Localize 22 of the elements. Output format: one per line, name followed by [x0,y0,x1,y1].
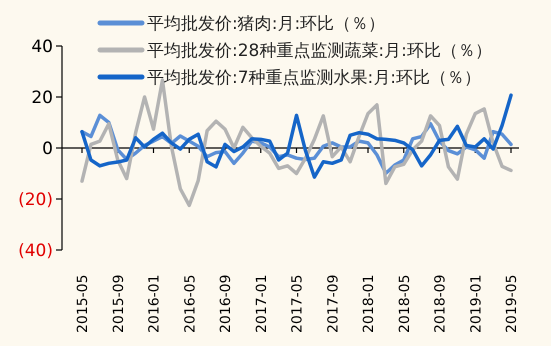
x-tick-label: 2017-09 [325,274,342,333]
x-tick-label: 2018-01 [361,274,377,333]
x-tick-label: 2016-09 [218,274,234,333]
y-tick-label: 20 [31,88,53,108]
y-tick-label: (20) [18,190,53,210]
x-tick-label: 2018-05 [396,274,413,333]
y-tick-label: 40 [31,37,53,57]
x-tick-label: 2017-01 [254,274,270,333]
x-tick-label: 2015-09 [110,274,127,333]
y-tick-label: (40) [18,241,53,261]
y-tick-label: 0 [42,139,53,159]
x-tick-label: 2018-09 [432,274,448,333]
x-tick-label: 2017-05 [290,274,306,333]
x-tick-label: 2016-05 [182,274,198,333]
x-tick-label: 2019-01 [468,274,484,333]
x-tick-label: 2019-05 [504,274,520,333]
x-tick-label: 2016-01 [146,274,162,333]
line-series [80,93,513,179]
legend-label: 平均批发价:7种重点监测水果:月:环比（％） [147,68,481,88]
legend-label: 平均批发价:猪肉:月:环比（％） [147,14,386,34]
legend-label: 平均批发价:28种重点监测蔬菜:月:环比（％） [147,41,492,61]
x-tick-label: 2015-05 [75,274,91,333]
